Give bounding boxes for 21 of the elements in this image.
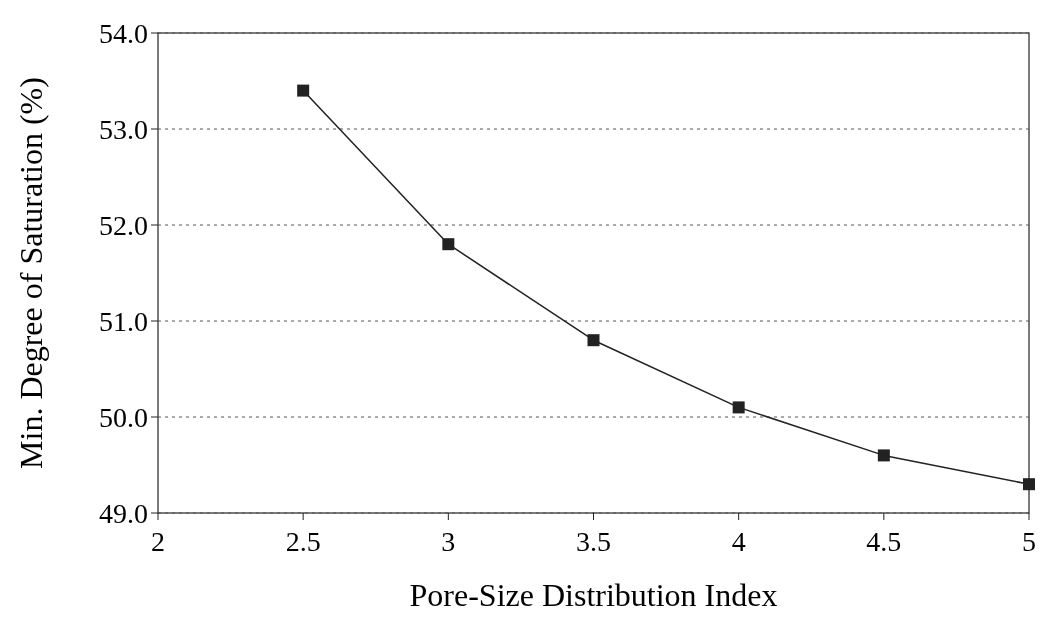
point: [587, 334, 600, 347]
point: [1023, 478, 1035, 491]
y-tick-label: 50.0: [99, 401, 148, 433]
x-tick-label: 4: [731, 526, 746, 557]
y-tick-label: 51.0: [99, 305, 148, 337]
x-tick-label: 4.5: [866, 526, 902, 557]
point: [297, 84, 310, 97]
point: [732, 401, 745, 414]
point: [877, 449, 890, 462]
x-tick-label: 2.5: [285, 526, 321, 557]
point: [442, 238, 455, 251]
x-tick-label: 5: [1022, 526, 1036, 557]
y-tick-label: 54.0: [99, 17, 148, 49]
y-tick-label: 53.0: [99, 113, 148, 145]
y-tick-label: 52.0: [99, 209, 148, 241]
x-tick-label: 3: [441, 526, 456, 557]
y-axis-title: Min. Degree of Saturation (%): [13, 77, 49, 469]
x-axis-title: Pore-Size Distribution Index: [409, 577, 778, 613]
y-tick-label: 49.0: [99, 497, 148, 529]
x-tick-label: 2: [151, 526, 165, 557]
x-tick-label: 3.5: [576, 526, 611, 557]
